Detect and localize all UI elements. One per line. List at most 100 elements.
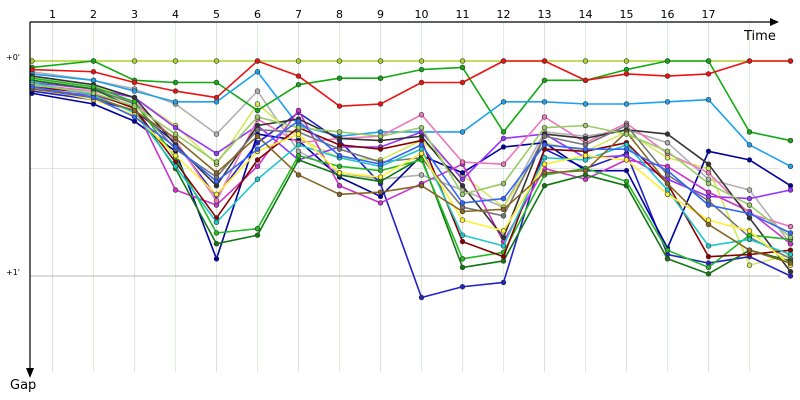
series-line (31, 60, 791, 107)
series-point (459, 79, 466, 86)
series-point (664, 140, 671, 146)
series-point (213, 79, 220, 86)
series-point (254, 133, 261, 139)
series-point (500, 243, 507, 249)
series-point (705, 189, 712, 195)
series-point (90, 94, 97, 101)
series-point (213, 159, 220, 165)
series-point (336, 183, 343, 189)
series-point (746, 202, 753, 208)
series-point (213, 178, 220, 185)
series-point (213, 219, 220, 225)
series-point (705, 221, 712, 228)
series-point (172, 131, 179, 137)
series-line-group (29, 86, 794, 266)
series-point (582, 167, 589, 174)
series-point (459, 129, 466, 135)
series-point (213, 191, 220, 198)
chart-series (29, 58, 794, 301)
series-point (623, 146, 630, 152)
series-point (500, 206, 507, 213)
series-point (746, 210, 753, 217)
series-point (459, 238, 466, 245)
series-point (254, 163, 261, 170)
series-point (336, 58, 343, 64)
series-point (705, 161, 712, 167)
x-axis-arrow-icon (770, 18, 779, 26)
lap-tick-label: 14 (579, 8, 593, 21)
series-point (541, 114, 548, 120)
series-point (623, 101, 630, 107)
series-point (254, 58, 261, 64)
series-point (213, 99, 220, 105)
series-point (418, 58, 425, 64)
series-point (746, 228, 753, 234)
series-point (500, 180, 507, 187)
series-point (377, 133, 384, 139)
series-point (90, 69, 97, 75)
series-point (541, 183, 548, 189)
series-point (377, 58, 384, 64)
lap-tick-label: 10 (415, 8, 429, 21)
x-axis-title: Time (743, 29, 776, 44)
series-point (418, 112, 425, 118)
series-point (254, 127, 261, 133)
series-point (377, 101, 384, 107)
series-point (746, 129, 753, 135)
series-point (172, 152, 179, 159)
series-line (31, 79, 791, 260)
lap-tick-label: 12 (497, 8, 511, 21)
series-point (541, 99, 548, 105)
series-point (295, 118, 302, 124)
series-point (705, 243, 712, 249)
series-point (377, 161, 384, 167)
series-point (705, 148, 712, 155)
series-point (500, 253, 507, 260)
series-point (582, 77, 589, 84)
series-point (705, 271, 712, 277)
series-point (213, 241, 220, 247)
series-point (459, 208, 466, 215)
series-point (705, 58, 712, 64)
series-point (172, 187, 179, 193)
series-point (746, 58, 753, 64)
series-point (295, 172, 302, 178)
series-point (418, 124, 425, 131)
series-point (500, 99, 507, 105)
series-point (541, 58, 548, 64)
series-point (664, 191, 671, 198)
series-point (787, 187, 794, 193)
lap-tick-label: 1 (49, 8, 56, 21)
series-point (459, 284, 466, 290)
series-point (295, 58, 302, 64)
series-point (500, 135, 507, 142)
series-point (664, 58, 671, 64)
series-point (664, 256, 671, 262)
series-point (541, 155, 548, 161)
series-point (213, 198, 220, 204)
series-point (172, 58, 179, 64)
series-point (418, 79, 425, 86)
series-point (254, 69, 261, 75)
lap-tick-label: 11 (456, 8, 470, 21)
series-point (582, 101, 589, 107)
series-point (213, 256, 220, 262)
series-point (541, 77, 548, 84)
series-point (377, 200, 384, 206)
series-point (787, 230, 794, 236)
series-point (131, 88, 138, 94)
series-point (295, 107, 302, 114)
series-point (746, 247, 753, 253)
series-point (254, 226, 261, 232)
series-point (418, 142, 425, 148)
series-point (705, 180, 712, 187)
series-point (746, 142, 753, 148)
series-point (623, 178, 630, 185)
series-point (541, 124, 548, 131)
series-point (459, 58, 466, 64)
series-point (664, 167, 671, 174)
lap-tick-label: 16 (661, 8, 675, 21)
series-point (377, 75, 384, 81)
series-point (582, 135, 589, 142)
series-point (213, 170, 220, 176)
